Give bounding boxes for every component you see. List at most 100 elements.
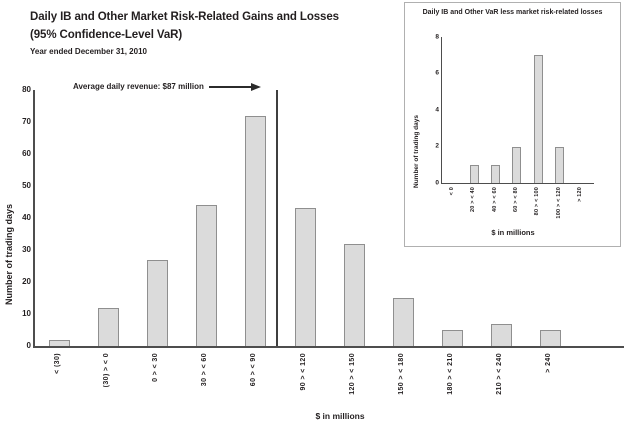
bar-slot bbox=[330, 90, 379, 346]
x-category-slot: > 120 bbox=[570, 187, 591, 219]
y-tick-label: 30 bbox=[22, 245, 31, 254]
bar bbox=[98, 307, 120, 346]
x-category-label: (30) > < 0 bbox=[103, 353, 111, 388]
bar-slot bbox=[182, 90, 231, 346]
y-tick-label: 4 bbox=[435, 105, 439, 113]
x-category-label: 40 > < 60 bbox=[491, 187, 498, 213]
x-category-slot: 90 > < 120 bbox=[278, 353, 327, 395]
x-category-label: < (30) bbox=[54, 353, 62, 374]
bar bbox=[49, 339, 71, 346]
x-category-slot: (30) > < 0 bbox=[82, 353, 131, 395]
bar-slot bbox=[84, 90, 133, 346]
y-tick-label: 80 bbox=[22, 85, 31, 94]
bar bbox=[512, 146, 522, 183]
average-revenue-text: Average daily revenue: $87 million bbox=[73, 82, 204, 91]
inset-y-ticks: 0 2 4 6 8 bbox=[429, 32, 439, 185]
bar bbox=[490, 323, 512, 346]
bar bbox=[555, 146, 565, 183]
x-category-label: 90 > < 120 bbox=[299, 353, 307, 391]
bar bbox=[294, 208, 316, 346]
bar bbox=[147, 259, 169, 346]
x-category-label: 180 > < 210 bbox=[446, 353, 454, 395]
bar bbox=[539, 330, 561, 346]
x-category-slot: 40 > < 60 bbox=[484, 187, 505, 219]
bar bbox=[533, 55, 543, 183]
x-category-slot: 0 > < 30 bbox=[131, 353, 180, 395]
x-category-slot: < (30) bbox=[33, 353, 82, 395]
bar-slot bbox=[506, 37, 527, 183]
bar bbox=[392, 298, 414, 346]
x-category-slot: 100 > < 120 bbox=[548, 187, 569, 219]
main-title-line1: Daily IB and Other Market Risk-Related G… bbox=[30, 11, 339, 23]
x-category-slot: < 0 bbox=[441, 187, 462, 219]
x-category-label: 30 > < 60 bbox=[201, 353, 209, 387]
x-category-label: 60 > < 90 bbox=[250, 353, 258, 387]
y-tick-label: 8 bbox=[435, 32, 439, 40]
bar-slot bbox=[549, 37, 570, 183]
x-category-slot: 120 > < 150 bbox=[328, 353, 377, 395]
inset-plot-area: 0 2 4 6 8 bbox=[435, 33, 594, 185]
x-category-label: 80 > < 100 bbox=[534, 187, 541, 216]
x-category-slot: 210 > < 240 bbox=[475, 353, 524, 395]
x-category-slot: 60 > < 90 bbox=[229, 353, 278, 395]
bar-slot bbox=[133, 90, 182, 346]
y-tick-label: 70 bbox=[22, 117, 31, 126]
x-category-label: > 120 bbox=[577, 187, 584, 202]
x-category-label: 150 > < 180 bbox=[397, 353, 405, 395]
bar bbox=[491, 164, 501, 183]
bar-slot bbox=[528, 37, 549, 183]
average-revenue-annotation: Average daily revenue: $87 million bbox=[73, 82, 261, 91]
arrow-right-icon bbox=[250, 82, 261, 91]
main-x-axis-label: $ in millions bbox=[315, 411, 365, 421]
y-tick-label: 2 bbox=[435, 142, 439, 150]
bar-slot bbox=[477, 90, 526, 346]
x-category-slot: 180 > < 210 bbox=[426, 353, 475, 395]
x-category-label: 210 > < 240 bbox=[495, 353, 503, 395]
y-tick-label: 6 bbox=[435, 69, 439, 77]
arrow-shaft bbox=[208, 85, 251, 88]
x-category-label: 120 > < 150 bbox=[348, 353, 356, 395]
x-category-slot: 20 > < 40 bbox=[462, 187, 483, 219]
inset-bars bbox=[442, 37, 592, 183]
main-plot-area: 0 10 20 30 40 50 60 70 80 Average daily revenue:… bbox=[22, 82, 624, 350]
main-bars bbox=[35, 90, 575, 346]
x-category-slot: 150 > < 180 bbox=[377, 353, 426, 395]
x-category-slot: > 240 bbox=[524, 353, 573, 395]
x-category-slot: 80 > < 100 bbox=[527, 187, 548, 219]
x-category-slot: 30 > < 60 bbox=[180, 353, 229, 395]
main-subtitle: Year ended December 31, 2010 bbox=[30, 47, 147, 56]
y-tick-label: 20 bbox=[22, 277, 31, 286]
inset-x-axis-label: $ in millions bbox=[491, 228, 535, 237]
y-tick-label: 10 bbox=[22, 309, 31, 318]
bar-slot bbox=[571, 37, 592, 183]
inset-chart-box: Daily IB and Other VaR less market risk-… bbox=[404, 2, 621, 247]
bar bbox=[196, 205, 218, 346]
y-tick-label: 0 bbox=[435, 178, 439, 186]
bar bbox=[343, 243, 365, 346]
bar-slot bbox=[231, 90, 280, 346]
bar-slot bbox=[485, 37, 506, 183]
x-category-label: 100 > < 120 bbox=[555, 187, 562, 219]
x-category-label: 20 > < 40 bbox=[470, 187, 477, 213]
inset-y-axis-label: Number of trading days bbox=[413, 115, 420, 188]
x-category-label: 60 > < 80 bbox=[512, 187, 519, 213]
bar-slot bbox=[379, 90, 428, 346]
y-tick-label: 0 bbox=[26, 341, 31, 350]
main-title-block: Daily IB and Other Market Risk-Related G… bbox=[30, 8, 339, 56]
x-category-label: 0 > < 30 bbox=[152, 353, 160, 382]
main-x-category-labels: < (30) (30) > < 0 0 > < 30 30 > < 60 60 > < … bbox=[33, 353, 573, 395]
bar-slot bbox=[35, 90, 84, 346]
main-title-line2: (95% Confidence-Level VaR) bbox=[30, 29, 183, 41]
bar-slot bbox=[526, 90, 575, 346]
bar bbox=[441, 330, 463, 346]
inset-x-category-labels: < 0 20 > < 40 40 > < 60 60 > < 80 80 > < 100… bbox=[441, 187, 591, 219]
bar-slot bbox=[428, 90, 477, 346]
x-category-label: > 240 bbox=[544, 353, 552, 373]
main-chart: 0 10 20 30 40 50 60 70 80 Average daily revenue:… bbox=[22, 82, 624, 430]
bar-slot bbox=[280, 90, 329, 346]
bar bbox=[469, 164, 479, 183]
y-tick-label: 40 bbox=[22, 213, 31, 222]
y-tick-label: 60 bbox=[22, 149, 31, 158]
bar-slot bbox=[463, 37, 484, 183]
